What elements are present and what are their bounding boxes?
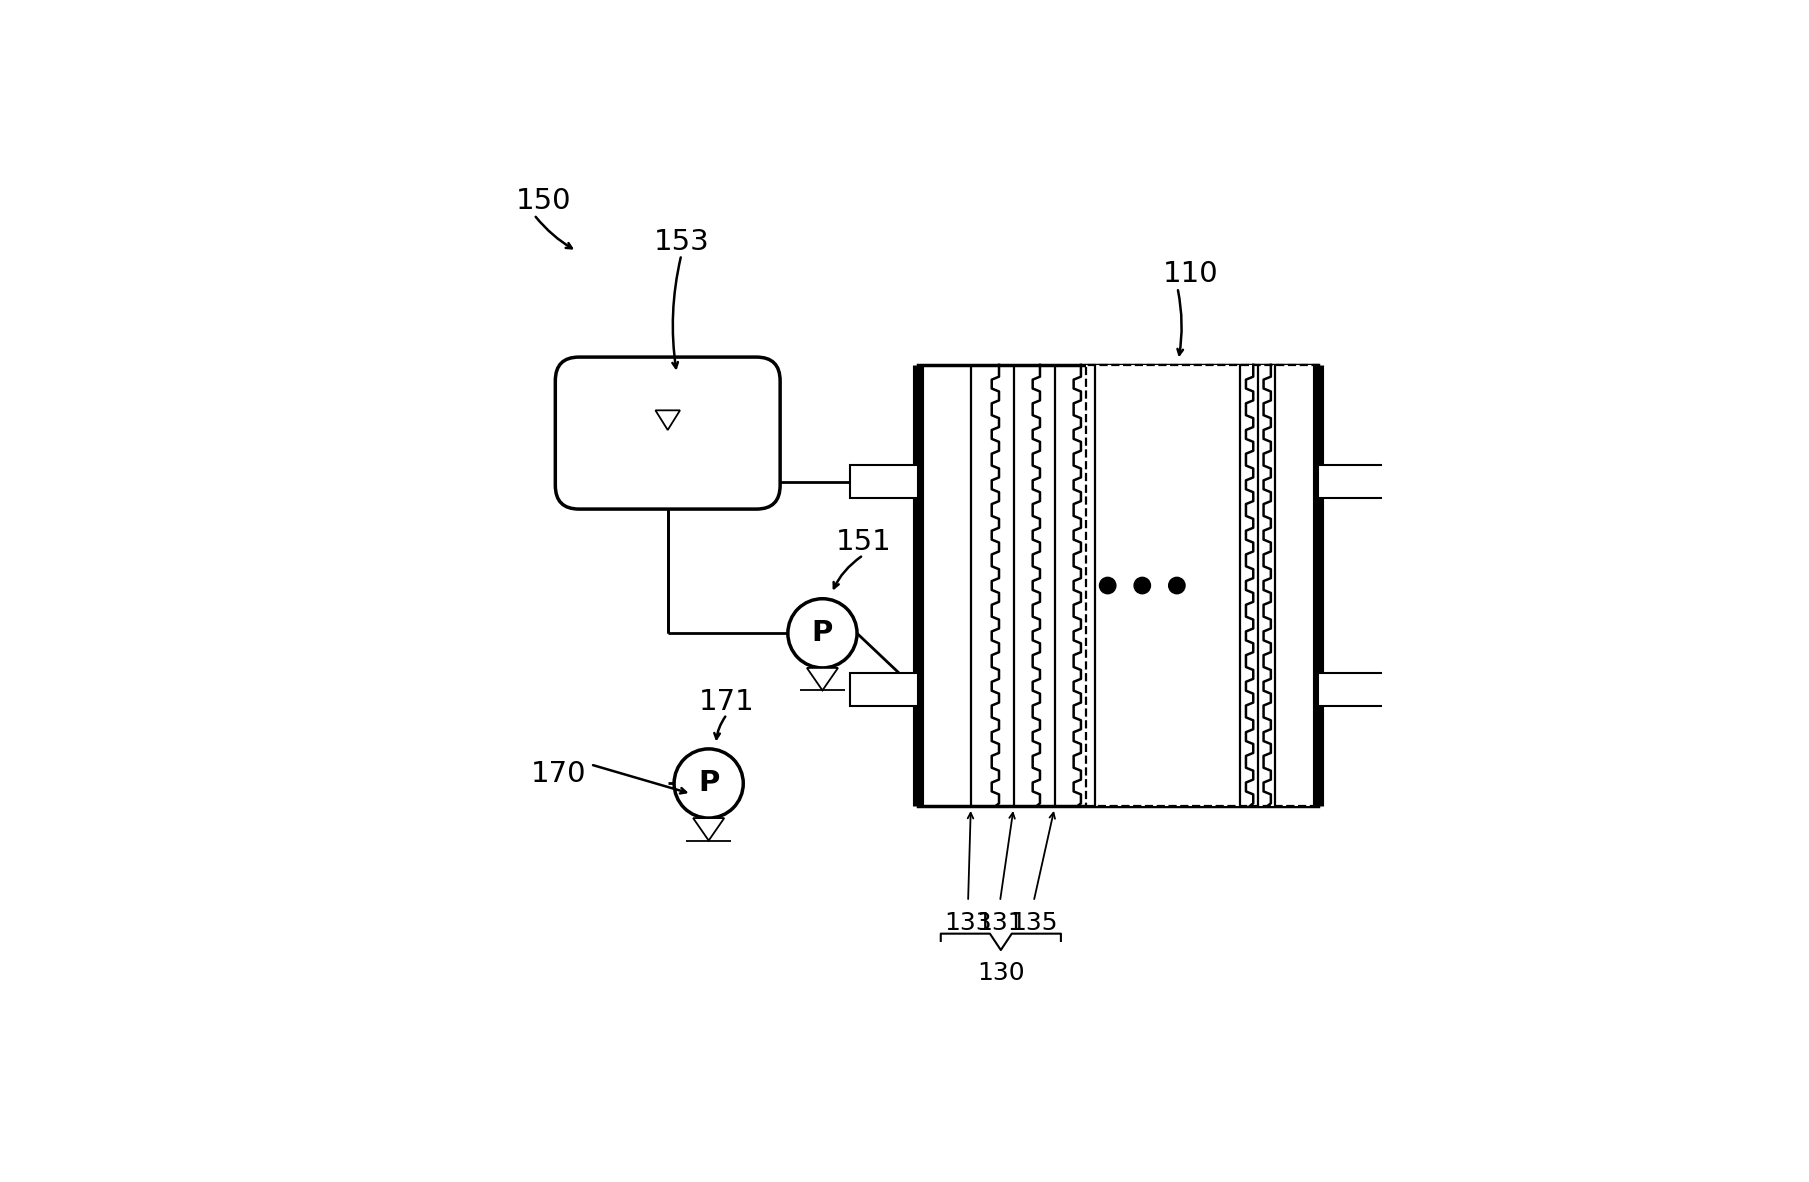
Text: 131: 131	[977, 911, 1024, 935]
Bar	[850, 466, 917, 498]
FancyBboxPatch shape	[555, 357, 780, 509]
Text: P: P	[698, 769, 720, 798]
Bar	[1319, 673, 1388, 706]
Circle shape	[1169, 577, 1185, 593]
Circle shape	[1100, 577, 1116, 593]
Bar	[850, 673, 917, 706]
Text: 153: 153	[653, 228, 709, 256]
Text: 133: 133	[944, 911, 991, 935]
Polygon shape	[807, 668, 838, 690]
Circle shape	[789, 599, 857, 668]
Polygon shape	[693, 818, 724, 840]
Text: 151: 151	[836, 528, 892, 557]
Bar	[1319, 466, 1388, 498]
Text: P: P	[812, 619, 834, 648]
Circle shape	[1134, 577, 1151, 593]
Bar	[1085, 365, 1319, 806]
Circle shape	[675, 749, 743, 818]
Text: 110: 110	[1163, 260, 1219, 287]
Bar	[917, 365, 1319, 806]
Text: 170: 170	[530, 760, 586, 788]
Text: 130: 130	[977, 961, 1024, 985]
Text: 135: 135	[1009, 911, 1056, 935]
Text: 150: 150	[516, 187, 572, 215]
Text: 171: 171	[698, 688, 754, 715]
Polygon shape	[655, 410, 680, 430]
